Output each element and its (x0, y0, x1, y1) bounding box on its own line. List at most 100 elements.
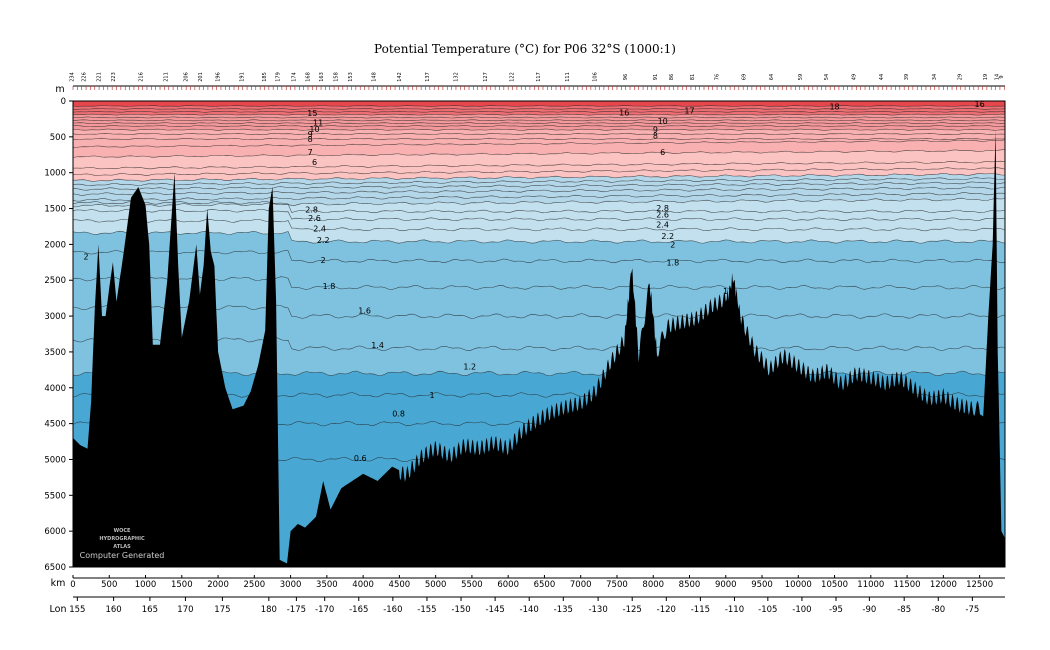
chart-title: Potential Temperature (°C) for P06 32°S … (374, 42, 676, 56)
isotherm-7 (73, 139, 1005, 148)
station-label-5: 211 (163, 72, 169, 82)
longitude-tick-label-18: -115 (691, 605, 710, 615)
contour-label-26: 8 (653, 131, 658, 140)
contour-label-9: 7 (308, 148, 313, 157)
isotherm-9 (73, 133, 1005, 135)
station-label-4: 216 (139, 72, 145, 82)
longitude-tick-label-14: -135 (554, 605, 573, 615)
isotherm-3.8 (73, 177, 1005, 187)
distance-tick-label-13: 6500 (534, 580, 556, 590)
contour-label-34: 1.6 (723, 287, 736, 296)
station-label-3: 223 (111, 72, 117, 82)
depth-tick-label-11: 5500 (44, 491, 66, 501)
depth-unit-label: m (55, 84, 64, 95)
station-label-42: 9 (999, 75, 1005, 78)
watermark-line-1: WOCE (114, 528, 131, 534)
station-label-2: 221 (97, 72, 103, 82)
distance-tick-label-19: 9500 (751, 580, 773, 590)
temperature-band-7 (73, 231, 1005, 376)
seafloor-silhouette (73, 129, 1005, 567)
longitude-label: Lon (50, 604, 67, 615)
isotherm-3.2 (73, 192, 1005, 202)
contour-label-25: 9 (653, 126, 658, 135)
longitude-tick-label-17: -120 (657, 605, 676, 615)
distance-axis: 0 500 1000 1500 2000 2500 3000 3500 4000 4500 5000… (70, 575, 1005, 590)
station-label-14: 163 (319, 72, 325, 82)
distance-tick-label-1: 500 (101, 580, 117, 590)
distance-tick-label-15: 7500 (606, 580, 628, 590)
contour-label-13: 2.4 (313, 225, 326, 234)
isotherm-2.4 (73, 218, 1005, 232)
distance-tick-label-20: 10000 (785, 580, 812, 590)
distance-tick-label-22: 11000 (857, 580, 884, 590)
station-label-27: 91 (653, 74, 659, 80)
station-label-9: 191 (239, 72, 245, 82)
isotherm-18 (73, 105, 1005, 107)
station-label-30: 76 (715, 74, 721, 80)
distance-tick-label-3: 1500 (171, 580, 193, 590)
contour-label-17: 1.6 (358, 306, 371, 315)
longitude-tick-label-23: -90 (862, 605, 876, 615)
isotherm-10 (73, 128, 1005, 131)
station-label-10: 185 (262, 72, 268, 82)
isotherm-13 (73, 119, 1005, 122)
station-label-33: 59 (798, 74, 804, 80)
longitude-tick-label-16: -125 (623, 605, 642, 615)
contour-label-11: 2.8 (305, 205, 318, 214)
isotherm-1.4 (73, 337, 1005, 352)
contour-label-0: 18 (829, 103, 839, 112)
contour-label-2: 16 (619, 108, 629, 117)
contour-label-3: 16 (975, 100, 985, 109)
station-label-8: 196 (216, 72, 222, 82)
isotherm-2.2 (73, 230, 1005, 244)
station-label-37: 39 (904, 74, 910, 80)
contour-label-30: 2.4 (656, 220, 669, 229)
distance-tick-label-24: 12000 (930, 580, 957, 590)
longitude-tick-label-13: -140 (520, 605, 539, 615)
station-label-32: 64 (769, 74, 775, 80)
distance-tick-label-8: 4000 (352, 580, 374, 590)
longitude-axis: 155 160 165 170 175 180 -175 -170 -165 -160 -155 -1… (69, 596, 1005, 615)
contour-label-23: 2 (84, 253, 89, 262)
distance-tick-label-4: 2000 (207, 580, 229, 590)
station-label-11: 179 (276, 72, 282, 82)
station-label-24: 111 (565, 72, 571, 82)
longitude-tick-label-25: -80 (931, 605, 945, 615)
longitude-tick-label-19: -110 (725, 605, 744, 615)
contour-label-1: 17 (684, 106, 694, 115)
isotherm-5 (73, 160, 1005, 170)
longitude-tick-label-26: -75 (965, 605, 979, 615)
plot-frame (72, 100, 1006, 568)
station-label-22: 122 (509, 72, 515, 82)
station-label-20: 132 (453, 72, 459, 82)
longitude-tick-label-6: -175 (287, 605, 306, 615)
distance-tick-label-14: 7000 (570, 580, 592, 590)
longitude-tick-label-1: 160 (105, 605, 121, 615)
isotherm-8 (73, 137, 1005, 141)
isotherm-16 (73, 110, 1005, 113)
distance-tick-label-18: 9000 (715, 580, 737, 590)
distance-tick-label-23: 11500 (894, 580, 921, 590)
watermark-line-2: HYDROGRAPHIC (99, 536, 145, 542)
contour-label-14: 2.2 (317, 236, 330, 245)
contour-label-31: 2.2 (661, 232, 674, 241)
distance-tick-label-6: 3000 (280, 580, 302, 590)
watermark-caption: Computer Generated (80, 551, 165, 560)
station-label-26: 96 (623, 74, 629, 80)
distance-tick-label-12: 6000 (497, 580, 519, 590)
distance-unit-label: km (51, 578, 66, 589)
isotherm-1.8 (73, 276, 1005, 290)
station-label-28: 86 (669, 74, 675, 80)
longitude-tick-label-7: -170 (315, 605, 334, 615)
station-label-35: 49 (852, 74, 858, 80)
longitude-tick-label-4: 175 (214, 605, 230, 615)
depth-tick-label-9: 4500 (44, 420, 66, 430)
station-label-31: 69 (741, 74, 747, 80)
station-label-12: 174 (292, 72, 298, 82)
station-label-17: 148 (371, 72, 377, 82)
longitude-tick-label-22: -95 (829, 605, 843, 615)
distance-tick-label-0: 0 (70, 580, 75, 590)
depth-tick-label-12: 6000 (44, 527, 66, 537)
contour-label-22: 0.6 (354, 454, 367, 463)
contour-label-21: 0.8 (392, 410, 405, 419)
